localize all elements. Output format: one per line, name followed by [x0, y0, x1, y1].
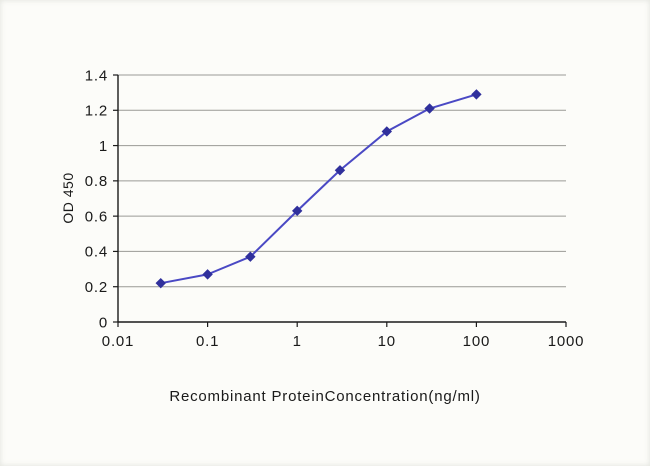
- y-tick-label: 0: [99, 314, 108, 331]
- x-tick-label: 1: [293, 333, 302, 350]
- x-tick-label: 0.1: [196, 333, 219, 350]
- data-point-marker: [471, 89, 482, 100]
- y-tick-label: 0.4: [85, 244, 108, 261]
- data-point-marker: [381, 126, 393, 137]
- y-tick-label: 0.6: [85, 208, 108, 225]
- data-point-marker: [424, 103, 435, 114]
- x-tick-label: 10: [378, 333, 396, 350]
- x-tick-label: 1000: [548, 333, 585, 350]
- y-tick-label: 1.4: [85, 67, 108, 84]
- gridlines: [118, 74, 566, 288]
- x-tick-label: 100: [463, 333, 490, 350]
- y-tick-label: 0.2: [85, 279, 108, 296]
- y-tick-label: 1: [99, 138, 108, 155]
- data-point-marker: [202, 269, 213, 280]
- x-axis-title: Recombinant ProteinConcentration(ng/ml): [169, 388, 481, 405]
- y-tick-label: 1.2: [85, 103, 108, 120]
- tick-marks-and-labels: 0 0.2 0.4 0.6 0.8 1 1.2 1.4 0.01 0.1 1 10 100 1000: [85, 67, 585, 350]
- data-point-marker: [334, 165, 346, 176]
- series-markers: [155, 89, 482, 289]
- y-axis-title: OD 450: [60, 172, 76, 224]
- x-tick-label: 0.01: [102, 333, 134, 350]
- data-point-marker: [155, 277, 166, 289]
- y-tick-label: 0.8: [85, 173, 108, 190]
- axes: [117, 75, 566, 323]
- series-line: [160, 93, 477, 285]
- data-point-marker: [291, 205, 303, 217]
- data-point-marker: [245, 251, 256, 262]
